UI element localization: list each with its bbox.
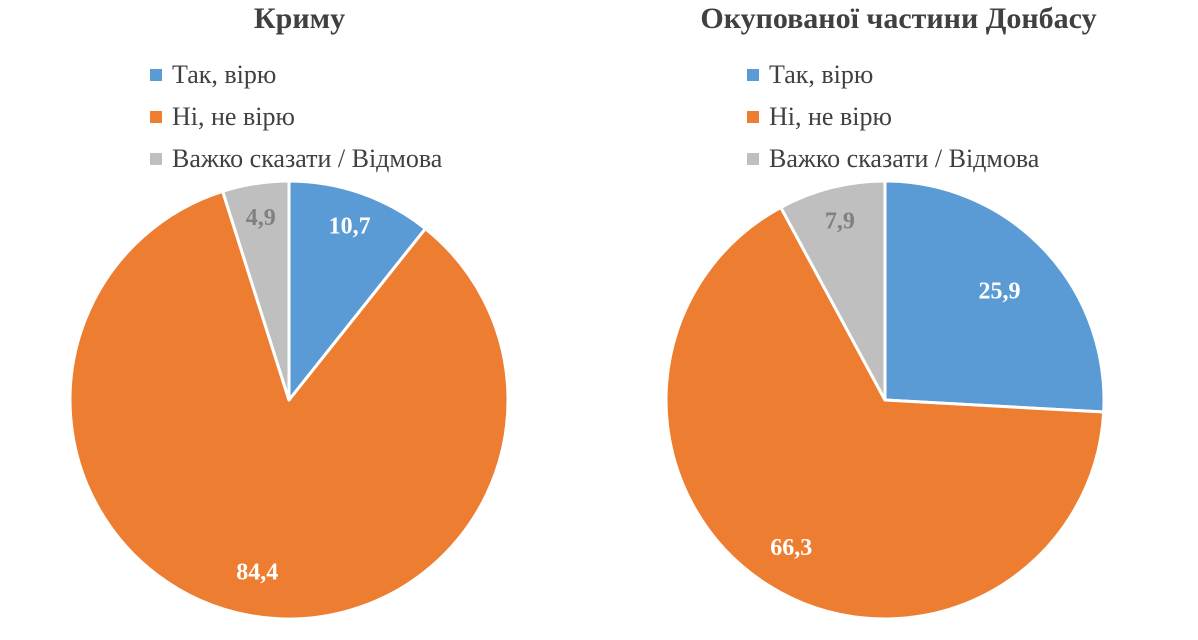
pie-chart-crimea: Криму Так, вірю Ні, не вірю Важко сказат… bbox=[68, 2, 510, 621]
legend-swatch bbox=[150, 69, 162, 81]
pie-plot: 25,9 66,3 7,9 bbox=[664, 179, 1106, 621]
legend: Так, вірю Ні, не вірю Важко сказати / Ві… bbox=[747, 54, 1039, 180]
legend-label: Ні, не вірю bbox=[769, 102, 892, 131]
pie-slice-yes bbox=[883, 179, 1106, 414]
pie-slice-no bbox=[68, 189, 510, 621]
legend-item-no: Ні, не вірю bbox=[747, 96, 1039, 138]
pie-plot: 10,7 84,4 4,9 bbox=[68, 179, 510, 621]
pie-slice-yes bbox=[287, 179, 427, 402]
data-label-hard-to-say: 4,9 bbox=[246, 205, 276, 231]
legend-swatch bbox=[747, 153, 759, 165]
legend-label: Важко сказати / Відмова bbox=[769, 144, 1040, 173]
pie-slice-no bbox=[664, 205, 1106, 621]
pie-slice-hard-to-say bbox=[221, 179, 291, 402]
pie-chart-donbas: Окупованої частини Донбасу Так, вірю Ні,… bbox=[599, 0, 1198, 640]
legend-label: Так, вірю bbox=[769, 60, 874, 89]
legend-swatch bbox=[150, 153, 162, 165]
legend-label: Так, вірю bbox=[172, 60, 277, 89]
data-label-yes: 25,9 bbox=[979, 279, 1021, 305]
legend-item-yes: Так, вірю bbox=[747, 54, 1039, 96]
legend-item-no: Ні, не вірю bbox=[150, 96, 442, 138]
data-label-no: 66,3 bbox=[770, 535, 812, 561]
pie-slice-hard-to-say bbox=[779, 179, 887, 402]
legend-label: Важко сказати / Відмова bbox=[172, 144, 443, 173]
data-label-hard-to-say: 7,9 bbox=[825, 209, 855, 235]
chart-title: Криму bbox=[253, 2, 346, 35]
legend: Так, вірю Ні, не вірю Важко сказати / Ві… bbox=[150, 54, 442, 180]
legend-swatch bbox=[747, 111, 759, 123]
legend-label: Ні, не вірю bbox=[172, 102, 295, 131]
legend-swatch bbox=[150, 111, 162, 123]
legend-item-hard-to-say: Важко сказати / Відмова bbox=[747, 138, 1039, 180]
legend-swatch bbox=[747, 69, 759, 81]
legend-item-yes: Так, вірю bbox=[150, 54, 442, 96]
data-label-yes: 10,7 bbox=[329, 213, 371, 239]
data-label-no: 84,4 bbox=[236, 559, 278, 585]
legend-item-hard-to-say: Важко сказати / Відмова bbox=[150, 138, 442, 180]
chart-title: Окупованої частини Донбасу bbox=[700, 2, 1097, 35]
